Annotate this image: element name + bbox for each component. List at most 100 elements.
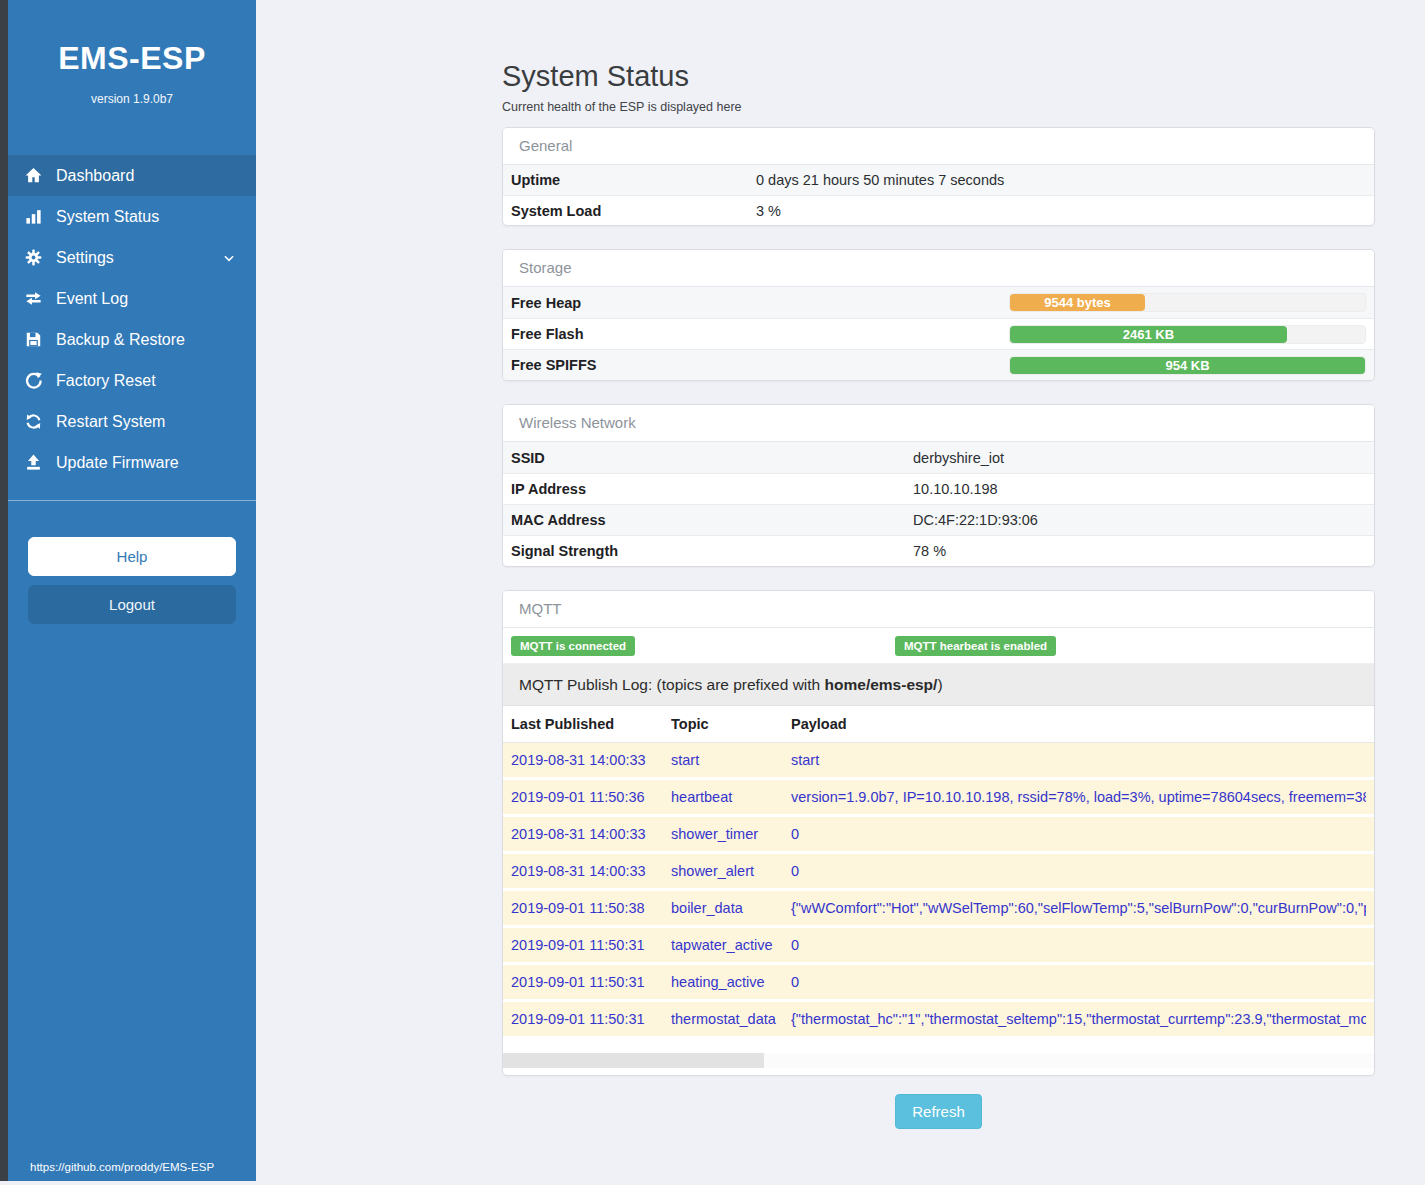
- sidebar-item-system-status[interactable]: System Status: [8, 196, 256, 237]
- row-label: Free SPIFFS: [511, 357, 1009, 373]
- chart-icon: [22, 206, 44, 228]
- cell-payload: 0: [791, 863, 1366, 879]
- horizontal-scrollbar[interactable]: [503, 1053, 1374, 1068]
- row-value: 0 days 21 hours 50 minutes 7 seconds: [756, 172, 1004, 188]
- refresh-button[interactable]: Refresh: [895, 1094, 982, 1129]
- publish-log-suffix: ): [937, 676, 942, 693]
- refresh-icon: [22, 370, 44, 392]
- status-badge-heartbeat: MQTT hearbeat is enabled: [895, 636, 1056, 656]
- sidebar-buttons: Help Logout: [8, 537, 256, 624]
- cell-payload: {"thermostat_hc":"1","thermostat_seltemp…: [791, 1011, 1366, 1027]
- gear-icon: [22, 247, 44, 269]
- app-title: EMS-ESP: [8, 40, 256, 77]
- progress-fill-spiffs: 954 KB: [1010, 357, 1365, 374]
- mqtt-publish-table: Last Published Topic Payload 2019-08-31 …: [503, 706, 1374, 1068]
- sidebar-divider: [8, 500, 256, 501]
- row-ip-address: IP Address 10.10.10.198: [503, 473, 1374, 504]
- cell-topic: tapwater_active: [671, 937, 791, 953]
- sidebar-item-label: Restart System: [56, 413, 165, 431]
- cell-topic: thermostat_data: [671, 1011, 791, 1027]
- publish-log-topic-prefix: home/ems-esp/: [825, 676, 938, 693]
- publish-log-prefix: MQTT Publish Log: (topics are prefixed w…: [519, 676, 825, 693]
- cell-last-published: 2019-09-01 11:50:31: [511, 937, 671, 953]
- row-free-flash: Free Flash 2461 KB: [503, 318, 1374, 349]
- cell-payload: 0: [791, 826, 1366, 842]
- save-icon: [22, 329, 44, 351]
- row-value: 78 %: [913, 543, 946, 559]
- cell-payload: 0: [791, 937, 1366, 953]
- row-value: derbyshire_iot: [913, 450, 1004, 466]
- progress-fill-flash: 2461 KB: [1010, 326, 1287, 343]
- table-row-tapwater-active: 2019-09-01 11:50:31 tapwater_active 0: [503, 928, 1374, 965]
- cell-last-published: 2019-09-01 11:50:31: [511, 1011, 671, 1027]
- home-icon: [22, 165, 44, 187]
- panel-title: MQTT: [503, 591, 1374, 628]
- cell-last-published: 2019-08-31 14:00:33: [511, 863, 671, 879]
- row-label: Signal Strength: [511, 543, 913, 559]
- cell-last-published: 2019-09-01 11:50:38: [511, 900, 671, 916]
- row-label: Free Flash: [511, 326, 1009, 342]
- sidebar-item-event-log[interactable]: Event Log: [8, 278, 256, 319]
- row-signal-strength: Signal Strength 78 %: [503, 535, 1374, 566]
- row-label: System Load: [511, 203, 756, 219]
- cell-topic: heating_active: [671, 974, 791, 990]
- table-row-thermostat-data: 2019-09-01 11:50:31 thermostat_data {"th…: [503, 1002, 1374, 1039]
- header-topic: Topic: [671, 716, 791, 732]
- row-label: SSID: [511, 450, 913, 466]
- panel-title: Storage: [503, 250, 1374, 287]
- sidebar-item-dashboard[interactable]: Dashboard: [8, 155, 256, 196]
- row-label: Uptime: [511, 172, 756, 188]
- status-badge-connected: MQTT is connected: [511, 636, 635, 656]
- row-value: 3 %: [756, 203, 781, 219]
- sidebar-item-label: Factory Reset: [56, 372, 156, 390]
- panel-storage: Storage Free Heap 9544 bytes Free Flash …: [502, 249, 1375, 381]
- sidebar-item-update-firmware[interactable]: Update Firmware: [8, 442, 256, 483]
- sidebar-item-backup-restore[interactable]: Backup & Restore: [8, 319, 256, 360]
- cell-last-published: 2019-08-31 14:00:33: [511, 752, 671, 768]
- sync-icon: [22, 411, 44, 433]
- cell-topic: shower_alert: [671, 863, 791, 879]
- cell-payload: 0: [791, 974, 1366, 990]
- help-button[interactable]: Help: [28, 537, 236, 576]
- table-row-start: 2019-08-31 14:00:33 start start: [503, 743, 1374, 780]
- table-header-row: Last Published Topic Payload: [503, 706, 1374, 743]
- sidebar-item-label: Event Log: [56, 290, 128, 308]
- row-system-load: System Load 3 %: [503, 195, 1374, 225]
- page-title: System Status: [502, 58, 1375, 94]
- table-row-shower-alert: 2019-08-31 14:00:33 shower_alert 0: [503, 854, 1374, 891]
- table-row-boiler-data: 2019-09-01 11:50:38 boiler_data {"wWComf…: [503, 891, 1374, 928]
- exchange-icon: [22, 288, 44, 310]
- cell-last-published: 2019-09-01 11:50:36: [511, 789, 671, 805]
- progress-track: 954 KB: [1009, 356, 1366, 375]
- upload-icon: [22, 452, 44, 474]
- cell-topic: boiler_data: [671, 900, 791, 916]
- panel-wireless-network: Wireless Network SSID derbyshire_iot IP …: [502, 404, 1375, 567]
- sidebar-item-settings[interactable]: Settings: [8, 237, 256, 278]
- sidebar-item-label: System Status: [56, 208, 159, 226]
- app-window: EMS-ESP version 1.9.0b7 Dashboard System…: [0, 0, 1425, 1185]
- progress-track: 9544 bytes: [1009, 293, 1366, 312]
- sidebar-item-restart-system[interactable]: Restart System: [8, 401, 256, 442]
- row-free-heap: Free Heap 9544 bytes: [503, 287, 1374, 318]
- row-ssid: SSID derbyshire_iot: [503, 442, 1374, 473]
- table-row-heating-active: 2019-09-01 11:50:31 heating_active 0: [503, 965, 1374, 1002]
- github-link[interactable]: https://github.com/proddy/EMS-ESP: [30, 1161, 214, 1173]
- cell-topic: heartbeat: [671, 789, 791, 805]
- panel-mqtt: MQTT MQTT is connected MQTT hearbeat is …: [502, 590, 1375, 1076]
- brand: EMS-ESP version 1.9.0b7: [8, 0, 256, 106]
- logout-button[interactable]: Logout: [28, 585, 236, 624]
- cell-topic: shower_timer: [671, 826, 791, 842]
- sidebar-item-label: Backup & Restore: [56, 331, 185, 349]
- header-payload: Payload: [791, 716, 1366, 732]
- scrollbar-thumb[interactable]: [503, 1053, 764, 1068]
- mqtt-publish-log-title: MQTT Publish Log: (topics are prefixed w…: [503, 664, 1374, 706]
- cell-last-published: 2019-09-01 11:50:31: [511, 974, 671, 990]
- row-free-spiffs: Free SPIFFS 954 KB: [503, 349, 1374, 380]
- table-row-shower-timer: 2019-08-31 14:00:33 shower_timer 0: [503, 817, 1374, 854]
- sidebar-item-label: Settings: [56, 249, 114, 267]
- row-uptime: Uptime 0 days 21 hours 50 minutes 7 seco…: [503, 165, 1374, 195]
- row-value: DC:4F:22:1D:93:06: [913, 512, 1038, 528]
- panel-general: General Uptime 0 days 21 hours 50 minute…: [502, 127, 1375, 226]
- cell-payload: start: [791, 752, 1366, 768]
- sidebar-item-factory-reset[interactable]: Factory Reset: [8, 360, 256, 401]
